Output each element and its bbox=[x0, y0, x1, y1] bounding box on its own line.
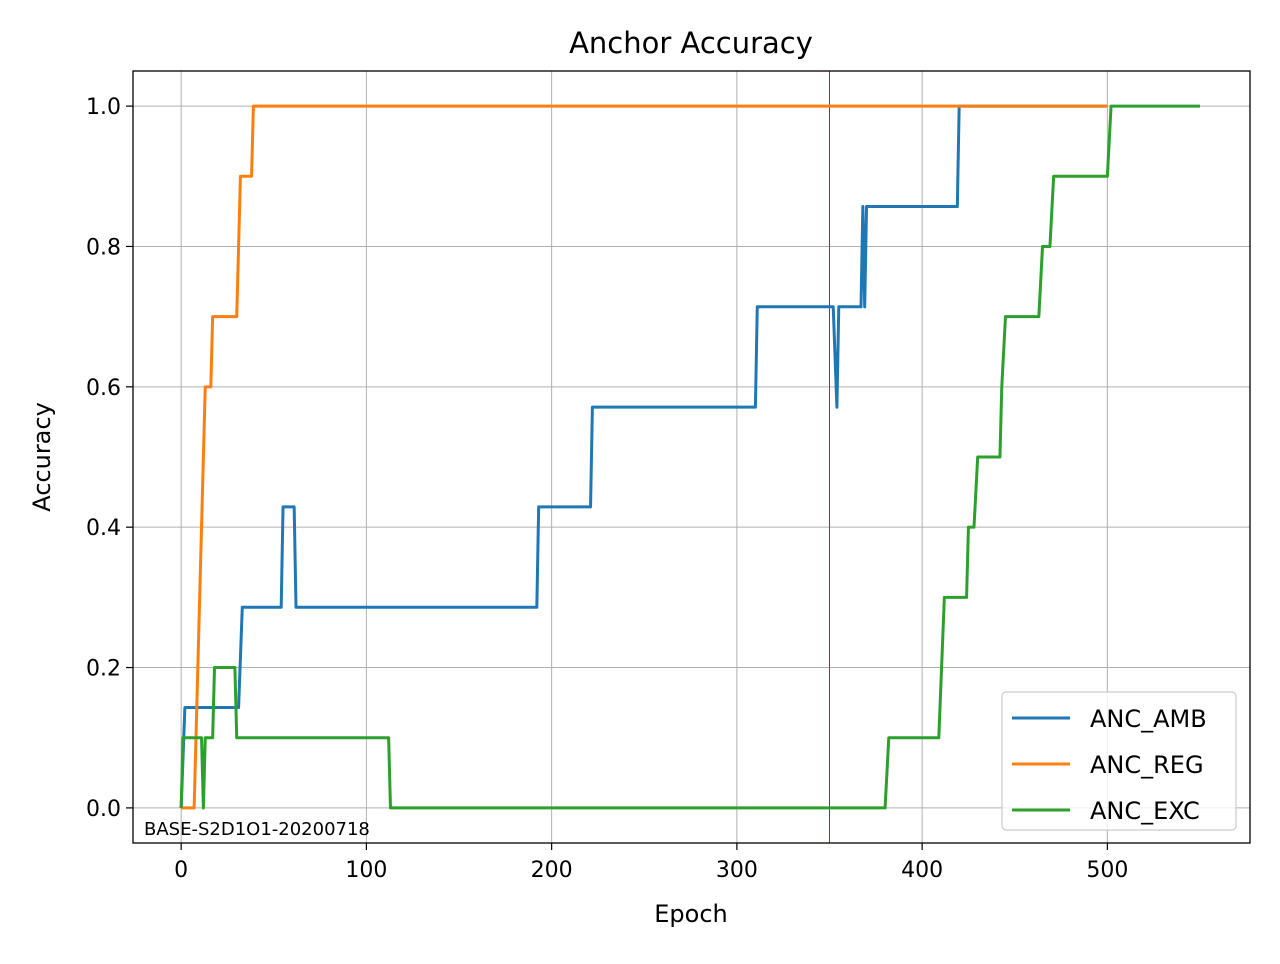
run-annotation: BASE-S2D1O1-20200718 bbox=[144, 819, 370, 840]
x-tick-label: 500 bbox=[1086, 858, 1128, 883]
legend: ANC_AMB ANC_REG ANC_EXC bbox=[1001, 691, 1237, 831]
y-tick-label: 0.0 bbox=[86, 797, 121, 822]
chart-title: Anchor Accuracy bbox=[569, 26, 813, 60]
x-axis: 0 100 200 300 400 500 bbox=[174, 843, 1128, 883]
y-tick-label: 0.4 bbox=[86, 516, 121, 541]
series-line-anc-reg bbox=[181, 104, 1108, 810]
x-axis-label: Epoch bbox=[654, 900, 728, 928]
y-tick-label: 0.6 bbox=[86, 376, 121, 401]
series-layer bbox=[179, 104, 1200, 810]
legend-label: ANC_EXC bbox=[1090, 797, 1200, 825]
y-tick-label: 0.2 bbox=[86, 657, 121, 682]
x-tick-label: 200 bbox=[531, 858, 573, 883]
legend-label: ANC_REG bbox=[1090, 751, 1204, 779]
y-tick-label: 1.0 bbox=[86, 95, 121, 120]
x-tick-label: 0 bbox=[174, 858, 188, 883]
legend-label: ANC_AMB bbox=[1090, 705, 1207, 733]
x-tick-label: 300 bbox=[716, 858, 758, 883]
y-tick-label: 0.8 bbox=[86, 235, 121, 260]
series-line-anc-exc bbox=[179, 104, 1200, 810]
series-line-anc-amb bbox=[179, 104, 1108, 808]
y-axis: 0.0 0.2 0.4 0.6 0.8 1.0 bbox=[86, 95, 133, 822]
legend-box bbox=[1001, 691, 1237, 831]
x-tick-label: 100 bbox=[345, 858, 387, 883]
x-tick-label: 400 bbox=[901, 858, 943, 883]
y-axis-label: Accuracy bbox=[28, 402, 56, 512]
plot-frame bbox=[132, 70, 1251, 844]
